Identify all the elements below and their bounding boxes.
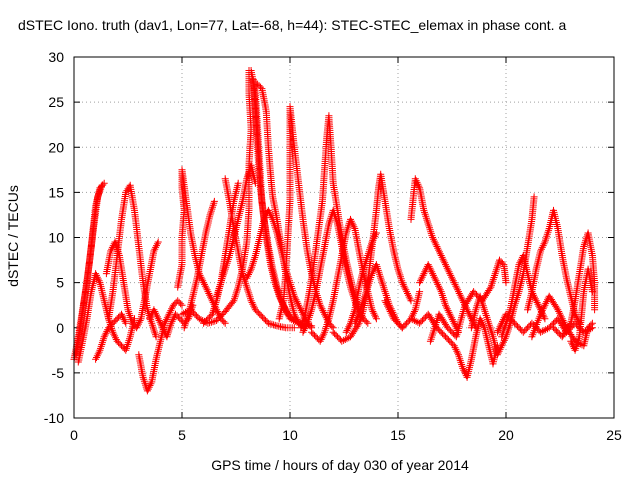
x-tick-label: 5	[178, 427, 186, 443]
data-point-markers	[221, 175, 298, 332]
data-point-markers	[72, 181, 106, 359]
data-series	[180, 197, 218, 332]
data-point-markers	[381, 288, 424, 332]
data-series	[105, 181, 160, 341]
data-point-markers	[567, 265, 596, 354]
data-point-markers	[351, 261, 406, 332]
chart-title: dSTEC Iono. truth (dav1, Lon=77, Lat=-68…	[18, 17, 566, 33]
y-tick-label: 15	[48, 184, 64, 200]
data-series	[351, 261, 406, 332]
data-series	[74, 270, 138, 366]
x-tick-label: 20	[498, 427, 514, 443]
data-point-markers	[74, 270, 138, 366]
data-point-markers	[407, 175, 480, 332]
data-series	[297, 112, 372, 332]
data-series	[416, 261, 462, 336]
x-tick-label: 10	[282, 427, 298, 443]
data-series	[72, 181, 106, 359]
data-series	[493, 310, 596, 336]
data-point-markers	[105, 181, 160, 341]
data-series	[407, 175, 480, 332]
x-tick-label: 25	[606, 427, 622, 443]
y-tick-label: 5	[56, 275, 64, 291]
data-point-markers	[493, 310, 596, 336]
plot-frame	[73, 56, 615, 419]
y-tick-label: 10	[48, 230, 64, 246]
data-series	[407, 310, 501, 381]
data-point-markers	[297, 112, 372, 332]
data-series	[221, 175, 298, 332]
y-tick-label: 25	[48, 94, 64, 110]
data-series	[567, 265, 596, 354]
data-series	[135, 297, 186, 395]
data-point-markers	[213, 161, 259, 300]
y-tick-label: 20	[48, 139, 64, 155]
x-axis-label: GPS time / hours of day 030 of year 2014	[211, 457, 469, 473]
y-tick-label: 0	[56, 320, 64, 336]
data-series	[92, 310, 130, 363]
data-series	[299, 206, 363, 336]
data-point-markers	[342, 229, 380, 336]
x-tick-label: 15	[390, 427, 406, 443]
y-tick-label: -5	[52, 365, 65, 381]
x-tick-label: 0	[70, 427, 78, 443]
data-point-markers	[92, 310, 130, 363]
data-series	[381, 288, 424, 332]
data-point-markers	[426, 256, 510, 345]
data-point-markers	[416, 261, 462, 336]
y-axis-label: dSTEC / TECUs	[5, 185, 21, 287]
data-point-markers	[180, 197, 218, 332]
data-point-markers	[407, 310, 501, 381]
data-points	[70, 67, 599, 395]
data-point-markers	[299, 206, 363, 336]
data-point-markers	[135, 297, 186, 395]
data-series	[146, 301, 197, 341]
data-point-markers	[146, 301, 197, 341]
y-tick-label: 30	[48, 49, 64, 65]
data-series	[426, 256, 510, 345]
data-series	[213, 161, 259, 300]
y-tick-label: -10	[44, 410, 64, 426]
data-series	[342, 229, 380, 336]
